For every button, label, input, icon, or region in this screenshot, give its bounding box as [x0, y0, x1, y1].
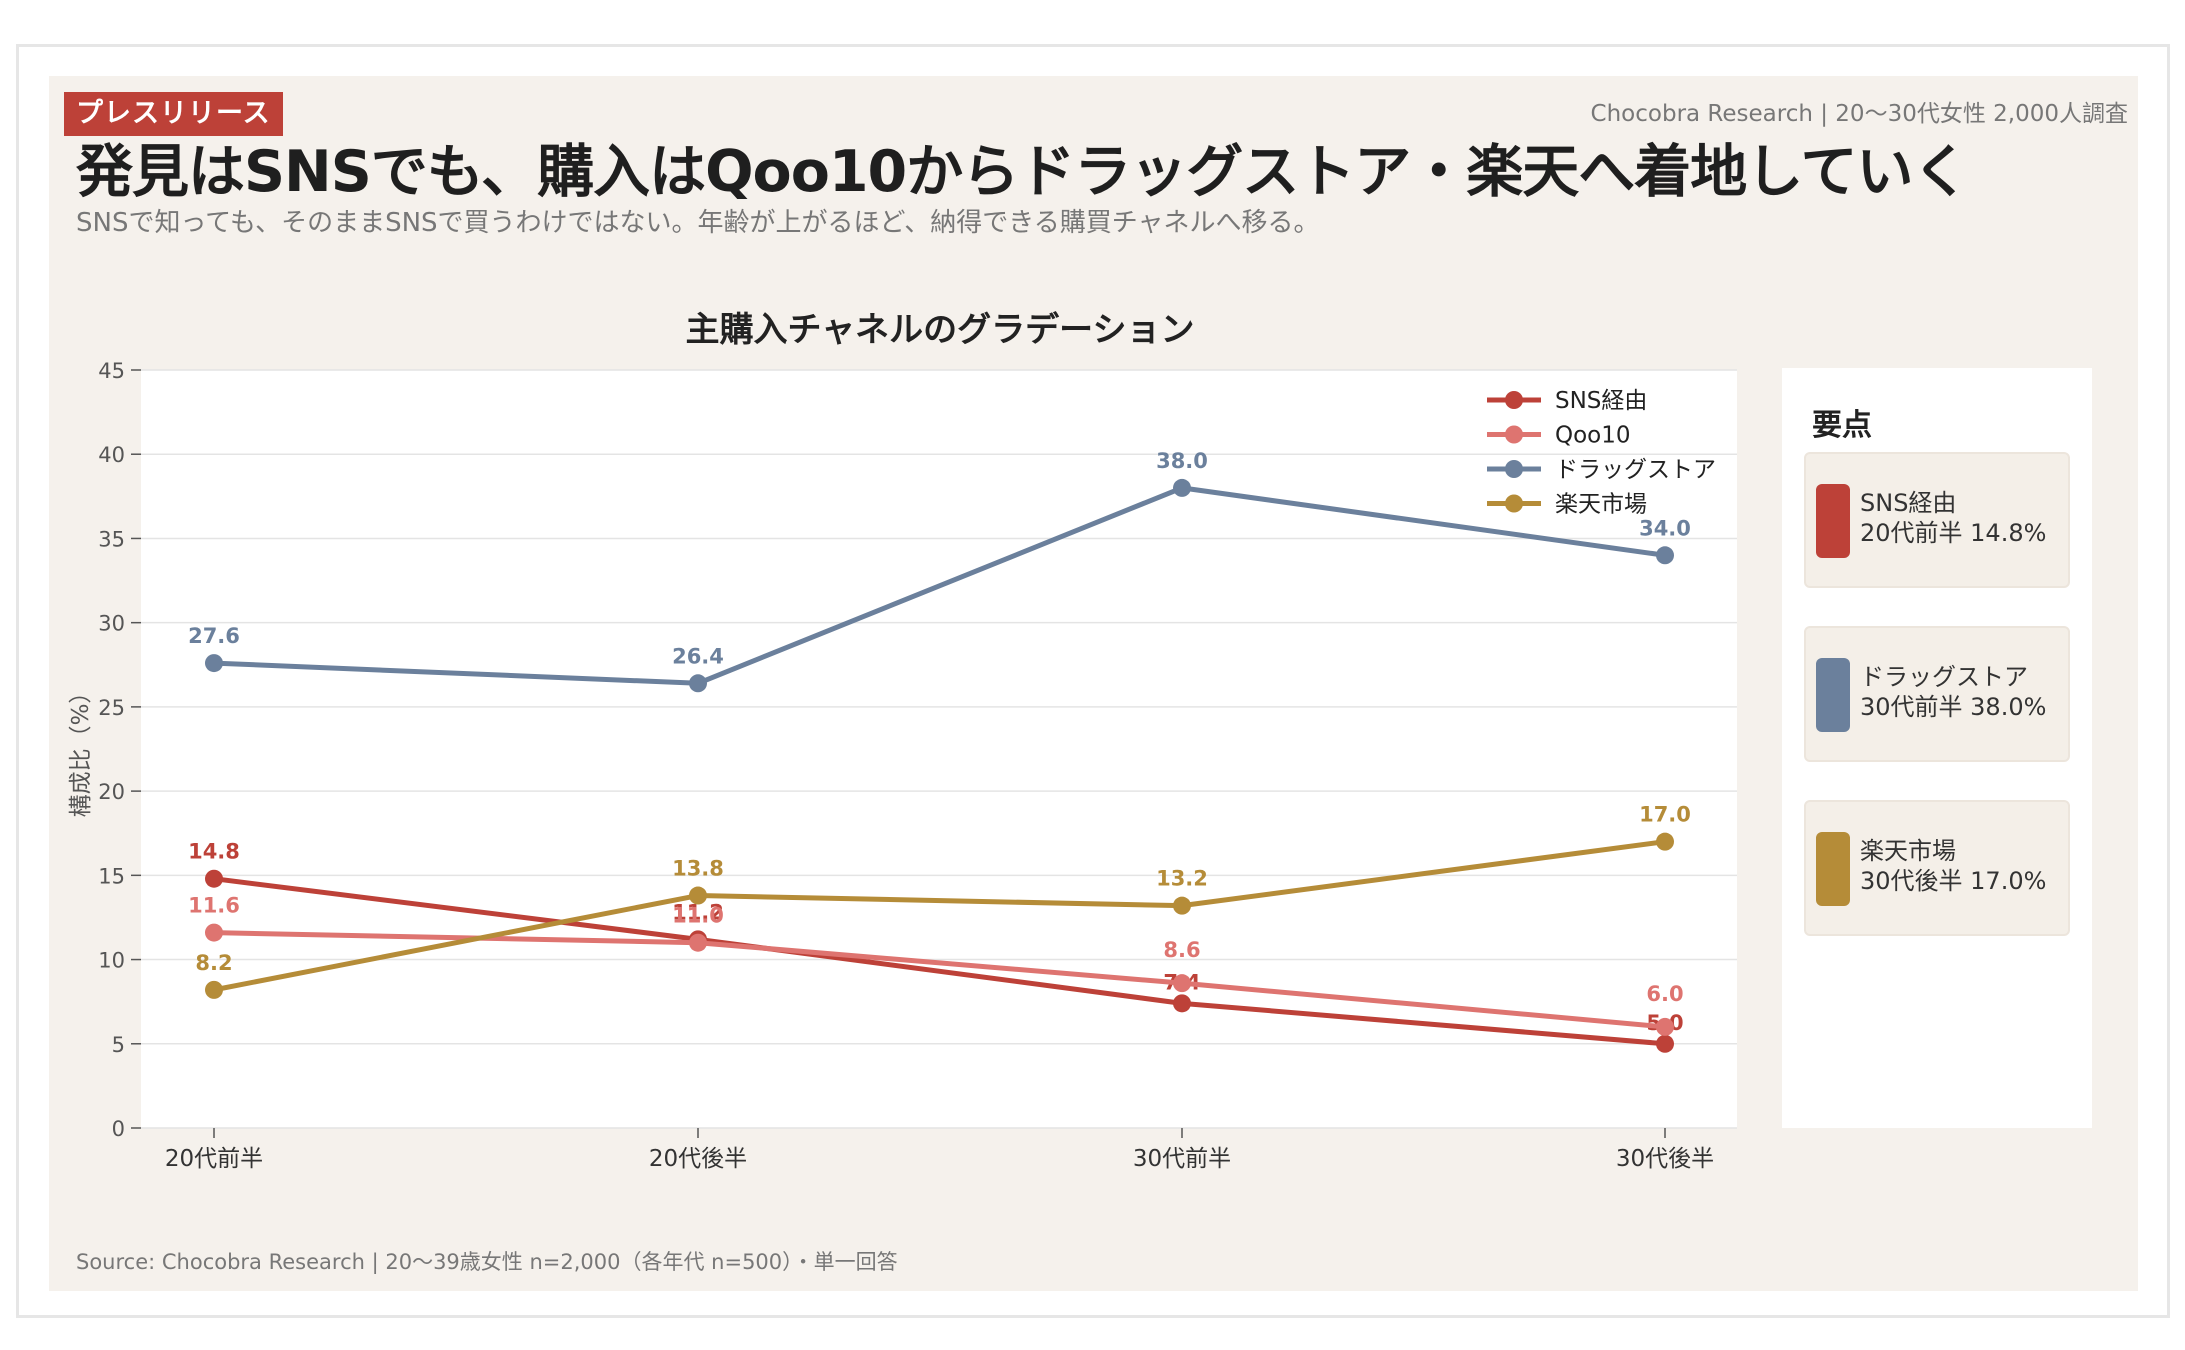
y-tick-label: 5	[112, 1033, 125, 1057]
y-tick-label: 35	[98, 527, 125, 551]
y-axis-label: 構成比（%）	[68, 681, 94, 818]
key-point-color-bar	[1816, 658, 1850, 732]
y-tick-label: 20	[98, 780, 125, 804]
key-point-text: ドラッグストア 30代前半 38.0%	[1860, 662, 2046, 722]
key-point-value: 30代後半 17.0%	[1860, 867, 2047, 895]
chart-title: 主購入チャネルのグラデーション	[685, 310, 1195, 350]
page-subtitle: SNSで知っても、そのままSNSで買うわけではない。年齢が上がるほど、納得できる…	[76, 208, 1320, 238]
y-tick-label: 15	[98, 864, 125, 888]
data-point	[689, 933, 707, 952]
data-point	[1173, 974, 1191, 993]
legend-marker	[1505, 391, 1523, 409]
page-title: 発見はSNSでも、購入はQoo10からドラッグストア・楽天へ着地していく	[76, 139, 1969, 205]
data-point	[689, 674, 707, 693]
key-point-value: 30代前半 38.0%	[1860, 693, 2047, 721]
x-tick-label: 20代後半	[649, 1146, 747, 1172]
data-label: 26.4	[672, 644, 724, 668]
data-label: 34.0	[1639, 516, 1691, 540]
series-line	[213, 930, 1666, 1030]
key-point-card: SNS経由 20代前半 14.8%	[1804, 452, 2070, 588]
data-label: 38.0	[1156, 449, 1208, 473]
x-tick-label: 30代後半	[1616, 1146, 1714, 1172]
data-point	[205, 654, 223, 673]
series-line	[213, 876, 1666, 1047]
plot-area	[141, 370, 1737, 1128]
y-tick-label: 25	[98, 696, 125, 720]
data-point	[205, 923, 223, 942]
legend-label: Qoo10	[1555, 423, 1631, 449]
data-point	[1173, 478, 1191, 497]
key-point-series: 楽天市場	[1860, 837, 1956, 865]
data-point	[1656, 1017, 1674, 1036]
y-tick-label: 30	[98, 612, 125, 636]
legend-label: SNS経由	[1555, 388, 1647, 414]
data-point	[205, 869, 223, 888]
key-point-series: ドラッグストア	[1860, 663, 2028, 691]
legend-marker	[1505, 494, 1523, 513]
data-point	[689, 886, 707, 905]
data-label: 17.0	[1639, 803, 1691, 827]
data-label: 13.2	[1156, 867, 1208, 891]
key-points-panel: 要点 SNS経由 20代前半 14.8% ドラッグストア 30代前半 38.0%…	[1782, 368, 2092, 1128]
key-point-color-bar	[1816, 484, 1850, 558]
legend-label: 楽天市場	[1555, 492, 1647, 518]
x-tick-label: 30代前半	[1133, 1146, 1231, 1172]
key-point-card: 楽天市場 30代後半 17.0%	[1804, 800, 2070, 936]
legend-marker	[1505, 425, 1523, 444]
x-tick-label: 20代前半	[165, 1146, 263, 1172]
key-point-color-bar	[1816, 832, 1850, 906]
data-point	[1173, 896, 1191, 915]
y-tick-label: 45	[98, 359, 125, 383]
data-label: 11.6	[188, 894, 240, 918]
data-label: 27.6	[188, 624, 240, 648]
data-point	[205, 980, 223, 999]
key-point-text: SNS経由 20代前半 14.8%	[1860, 488, 2046, 548]
key-points-title: 要点	[1812, 408, 1872, 443]
y-tick-label: 0	[112, 1117, 125, 1141]
line-chart: 0 5 10 15 20 25 30 35 40 45 20代前半 20代後半 30代前半 30代後半 構成…	[68, 359, 1737, 1172]
key-point-card: ドラッグストア 30代前半 38.0%	[1804, 626, 2070, 762]
y-tick-label: 40	[98, 443, 125, 467]
legend-marker	[1505, 460, 1523, 478]
series-line	[213, 839, 1666, 993]
data-label: 8.6	[1163, 938, 1200, 962]
data-label: 13.8	[672, 857, 724, 881]
legend-label: ドラッグストア	[1555, 457, 1716, 483]
key-point-text: 楽天市場 30代後半 17.0%	[1860, 836, 2046, 896]
source-top: Chocobra Research | 20〜30代女性 2,000人調査	[1590, 101, 2128, 127]
data-label: 14.8	[188, 840, 240, 864]
data-label: 6.0	[1646, 982, 1683, 1006]
data-point	[1656, 546, 1674, 565]
footer-source: Source: Chocobra Research | 20〜39歳女性 n=2…	[76, 1250, 898, 1274]
data-point	[1173, 994, 1191, 1013]
series-line	[213, 485, 1666, 686]
y-tick-label: 10	[98, 949, 125, 973]
key-point-series: SNS経由	[1860, 489, 1957, 517]
data-label: 8.2	[195, 951, 232, 975]
press-release-badge: プレスリリース	[64, 92, 283, 136]
data-point	[1656, 832, 1674, 851]
data-point	[1656, 1034, 1674, 1053]
data-label: 11.0	[672, 904, 724, 928]
key-point-value: 20代前半 14.8%	[1860, 519, 2047, 547]
